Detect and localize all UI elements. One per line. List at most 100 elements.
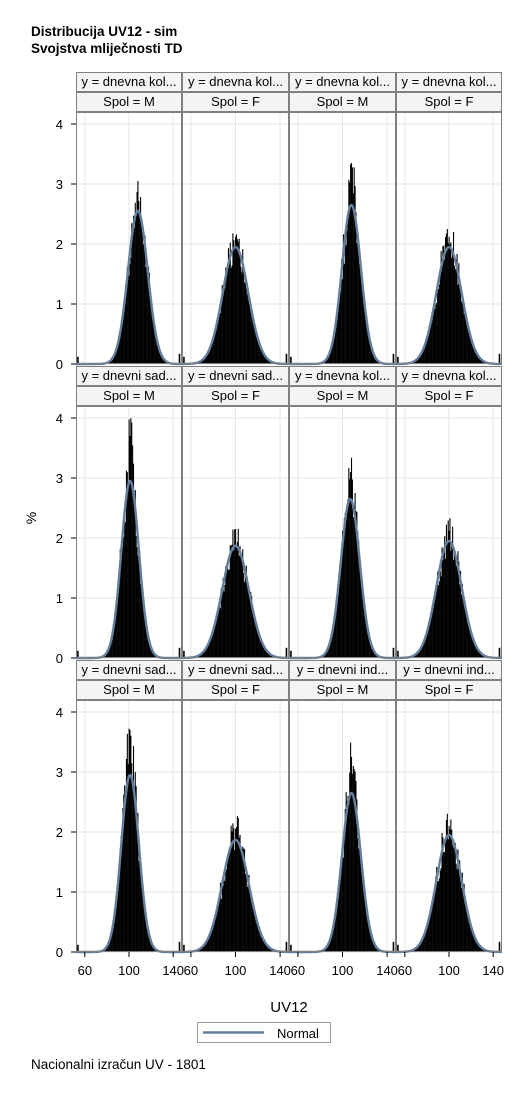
histogram-bar <box>260 349 263 364</box>
y-tick-label: 0 <box>56 651 63 666</box>
histogram-bar <box>235 829 237 952</box>
histogram-bar <box>358 263 361 364</box>
histogram-bar <box>164 360 166 364</box>
histogram-bar <box>467 328 470 364</box>
histogram-bar <box>152 945 154 952</box>
histogram-bar <box>156 341 158 364</box>
panel-row-label: y = dnevni sad... <box>81 368 176 383</box>
histogram-bar <box>414 949 416 952</box>
histogram-bar <box>355 511 357 658</box>
histogram-bar <box>137 812 139 952</box>
histogram-bar <box>202 360 204 364</box>
histogram-bar <box>109 939 111 952</box>
histogram-bar <box>126 267 128 364</box>
histogram-bar <box>119 334 121 364</box>
histogram-bar <box>231 265 233 364</box>
histogram-bar <box>375 359 378 364</box>
histogram-bar <box>423 641 425 658</box>
histogram-bar <box>247 875 249 952</box>
panel-col-header <box>182 92 289 112</box>
histogram-bar <box>145 267 147 364</box>
histogram-bar <box>224 288 226 364</box>
histogram-bar <box>232 233 234 364</box>
y-tick-label: 4 <box>56 117 63 132</box>
histogram-bar <box>128 728 130 952</box>
histogram-bar <box>221 594 223 658</box>
histogram-bar <box>106 652 108 658</box>
histogram-bar <box>483 949 485 952</box>
histogram-bar <box>198 655 200 658</box>
histogram-bar <box>446 541 448 658</box>
histogram-bar <box>437 881 440 952</box>
histogram-bar <box>442 559 444 658</box>
histogram-bar <box>150 299 152 364</box>
histogram-bar <box>268 359 270 364</box>
histogram-bar <box>217 905 219 952</box>
histogram-bar <box>248 297 250 364</box>
histogram-bar <box>475 644 477 658</box>
histogram-bar <box>225 267 227 364</box>
histogram-bar <box>418 650 420 658</box>
histogram-bar <box>426 338 428 364</box>
panel-frame <box>182 406 289 658</box>
histogram-bar <box>105 947 107 952</box>
histogram-bar <box>203 358 205 364</box>
panel-row-header <box>76 72 182 92</box>
histogram-bar <box>342 534 345 658</box>
histogram-bar <box>242 249 244 364</box>
histogram-bar <box>471 634 473 658</box>
histogram-bar <box>419 649 421 658</box>
histogram-bar <box>430 909 432 952</box>
histogram-bar <box>425 340 427 364</box>
histogram-bar <box>456 253 458 364</box>
histogram-bar <box>330 348 332 364</box>
histogram-bar <box>136 547 138 658</box>
histogram-bar <box>375 945 377 952</box>
histogram-bar <box>363 294 365 364</box>
panel-frame <box>76 700 182 952</box>
histogram-bar <box>235 547 238 658</box>
histogram-bar <box>451 829 453 952</box>
panel-row-label: y = dnevni sad... <box>188 368 283 383</box>
histogram-bar <box>225 566 227 658</box>
histogram-bar <box>223 874 225 952</box>
histogram-bar <box>447 520 449 658</box>
histogram-bar <box>205 942 207 952</box>
histogram-bar <box>363 604 365 658</box>
histogram-bar <box>414 654 416 658</box>
histogram-bar <box>498 353 501 364</box>
histogram-bar <box>358 540 360 658</box>
histogram-bar <box>260 347 262 364</box>
histogram-bar <box>144 235 146 364</box>
histogram-bar <box>208 936 210 952</box>
histogram-bar <box>223 281 225 364</box>
histogram-bar <box>134 772 136 952</box>
histogram-bar <box>422 349 424 364</box>
histogram-bar <box>350 457 353 658</box>
histogram-bar <box>140 221 143 364</box>
histogram-bar <box>452 847 455 952</box>
histogram-bar <box>260 934 263 952</box>
histogram-bar <box>417 946 419 952</box>
histogram-bar <box>470 925 472 952</box>
histogram-bar <box>467 620 470 658</box>
histogram-bar <box>145 622 147 658</box>
histogram-bar <box>130 418 132 658</box>
histogram-bar <box>445 233 447 364</box>
histogram-bar <box>439 870 441 952</box>
histogram-bar <box>206 940 208 952</box>
histogram-bar <box>456 561 458 658</box>
histogram-bar <box>144 617 146 658</box>
histogram-bar <box>229 850 231 952</box>
histogram-bar <box>365 898 367 952</box>
histogram-bar <box>371 936 373 952</box>
y-tick-label: 4 <box>56 705 63 720</box>
histogram-bar <box>261 351 263 364</box>
histogram-bar <box>435 876 437 952</box>
histogram-bar <box>146 267 148 364</box>
histogram-bar <box>467 917 470 952</box>
histogram-bar <box>463 313 465 364</box>
panel-col-label: Spol = F <box>425 388 474 403</box>
histogram-bar <box>147 927 149 952</box>
histogram-bar <box>143 901 145 952</box>
